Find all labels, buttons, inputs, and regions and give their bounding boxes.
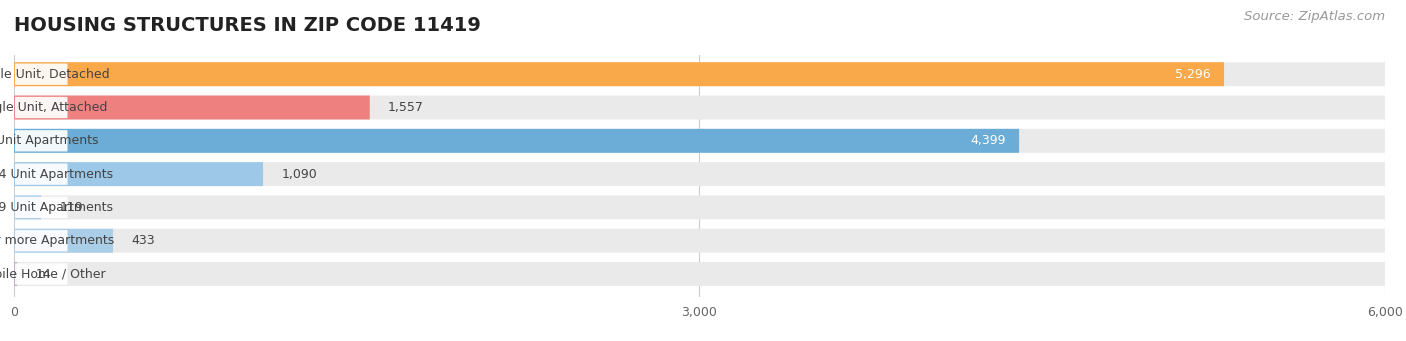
Text: Source: ZipAtlas.com: Source: ZipAtlas.com	[1244, 10, 1385, 23]
Text: 3 or 4 Unit Apartments: 3 or 4 Unit Apartments	[0, 168, 112, 181]
FancyBboxPatch shape	[14, 62, 1385, 86]
Text: 10 or more Apartments: 10 or more Apartments	[0, 234, 114, 247]
FancyBboxPatch shape	[14, 95, 1385, 119]
FancyBboxPatch shape	[14, 195, 41, 219]
FancyBboxPatch shape	[14, 262, 17, 286]
Text: 433: 433	[131, 234, 155, 247]
Text: Single Unit, Detached: Single Unit, Detached	[0, 68, 110, 81]
FancyBboxPatch shape	[15, 163, 67, 185]
Text: 4,399: 4,399	[970, 134, 1005, 147]
FancyBboxPatch shape	[14, 162, 263, 186]
Text: HOUSING STRUCTURES IN ZIP CODE 11419: HOUSING STRUCTURES IN ZIP CODE 11419	[14, 16, 481, 35]
FancyBboxPatch shape	[14, 62, 1225, 86]
Text: 1,557: 1,557	[388, 101, 425, 114]
FancyBboxPatch shape	[14, 129, 1385, 153]
FancyBboxPatch shape	[14, 195, 1385, 219]
Text: 119: 119	[59, 201, 83, 214]
Text: 1,090: 1,090	[281, 168, 318, 181]
FancyBboxPatch shape	[14, 129, 1019, 153]
FancyBboxPatch shape	[15, 230, 67, 251]
FancyBboxPatch shape	[14, 95, 370, 119]
FancyBboxPatch shape	[14, 162, 1385, 186]
FancyBboxPatch shape	[14, 229, 1385, 253]
Text: 14: 14	[35, 268, 51, 281]
FancyBboxPatch shape	[15, 97, 67, 118]
FancyBboxPatch shape	[15, 263, 67, 285]
FancyBboxPatch shape	[15, 63, 67, 85]
FancyBboxPatch shape	[15, 197, 67, 218]
FancyBboxPatch shape	[14, 229, 112, 253]
Text: Mobile Home / Other: Mobile Home / Other	[0, 268, 105, 281]
Text: Single Unit, Attached: Single Unit, Attached	[0, 101, 107, 114]
Text: 2 Unit Apartments: 2 Unit Apartments	[0, 134, 98, 147]
Text: 5,296: 5,296	[1175, 68, 1211, 81]
FancyBboxPatch shape	[15, 130, 67, 151]
Text: 5 to 9 Unit Apartments: 5 to 9 Unit Apartments	[0, 201, 112, 214]
FancyBboxPatch shape	[14, 262, 1385, 286]
